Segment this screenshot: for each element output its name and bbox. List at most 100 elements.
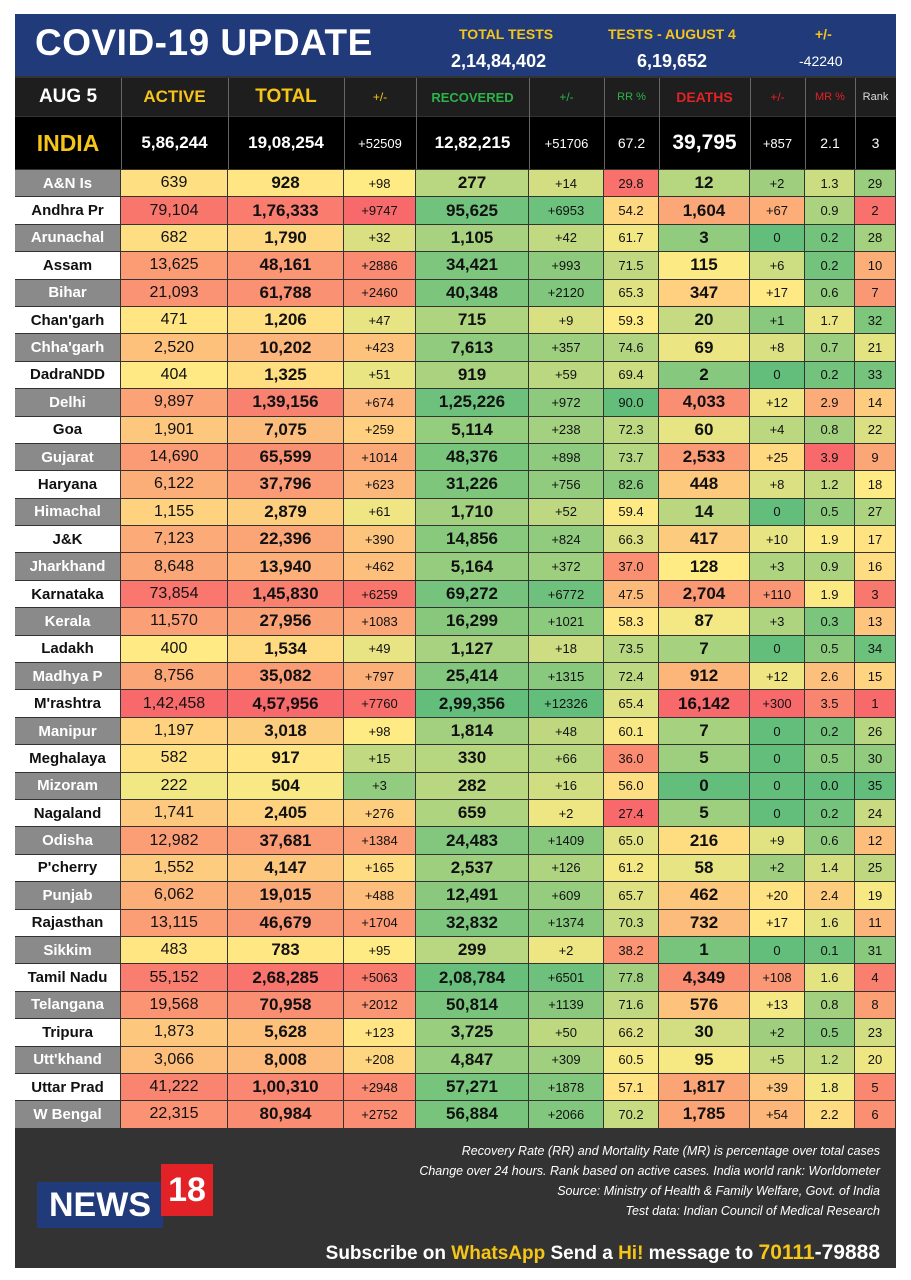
cell-deaths: 69 bbox=[659, 334, 749, 361]
cell-rank: 5 bbox=[855, 1073, 895, 1101]
cell-dc: +8 bbox=[750, 334, 804, 361]
cell-rc: +18 bbox=[529, 635, 603, 663]
cell-active: 6,122 bbox=[121, 471, 227, 498]
india-rank: 3 bbox=[871, 135, 880, 151]
india-deaths: 39,795 bbox=[672, 131, 737, 154]
cell-tc: +797 bbox=[344, 663, 415, 690]
separator bbox=[344, 78, 345, 169]
cell-state: Bihar bbox=[15, 279, 120, 306]
cell-rr: 77.8 bbox=[604, 964, 658, 991]
cell-rr: 60.1 bbox=[604, 717, 658, 745]
cell-rr: 65.4 bbox=[604, 690, 658, 717]
cell-tc: +51 bbox=[344, 361, 415, 389]
cell-deaths: 417 bbox=[659, 526, 749, 553]
cell-rr: 73.7 bbox=[604, 443, 658, 471]
cell-total: 22,396 bbox=[228, 526, 343, 553]
cell-total: 1,76,333 bbox=[228, 197, 343, 224]
header-bar: COVID-19 UPDATE TOTAL TESTS 2,14,84,402 … bbox=[15, 14, 896, 76]
cell-rec: 2,537 bbox=[416, 854, 528, 882]
cell-tc: +2012 bbox=[344, 991, 415, 1019]
col-total: TOTAL bbox=[255, 86, 317, 107]
cell-active: 1,42,458 bbox=[121, 690, 227, 717]
cell-state: Karnataka bbox=[15, 580, 120, 608]
cell-total: 10,202 bbox=[228, 334, 343, 361]
cell-active: 11,570 bbox=[121, 608, 227, 635]
table-row: Rajasthan 13,115 46,679 +1704 32,832 +1374 70.… bbox=[15, 909, 896, 937]
cell-dc: 0 bbox=[750, 745, 804, 772]
tests-day-value: 6,19,652 bbox=[637, 51, 708, 71]
cell-mr: 1.2 bbox=[805, 471, 854, 498]
cell-rec: 299 bbox=[416, 936, 528, 964]
cell-rec: 277 bbox=[416, 170, 528, 197]
cell-active: 19,568 bbox=[121, 991, 227, 1019]
cell-rr: 82.6 bbox=[604, 471, 658, 498]
cell-rr: 61.2 bbox=[604, 854, 658, 882]
cell-rec: 25,414 bbox=[416, 663, 528, 690]
cell-rc: +972 bbox=[529, 389, 603, 416]
cell-total: 19,015 bbox=[228, 882, 343, 909]
cell-rr: 57.1 bbox=[604, 1073, 658, 1101]
cell-mr: 0.5 bbox=[805, 745, 854, 772]
cell-rc: +16 bbox=[529, 772, 603, 799]
table-row: Assam 13,625 48,161 +2886 34,421 +993 71.5 115 +… bbox=[15, 252, 896, 279]
cell-rank: 31 bbox=[855, 936, 895, 964]
cell-total: 8,008 bbox=[228, 1046, 343, 1073]
cell-rec: 50,814 bbox=[416, 991, 528, 1019]
cell-deaths: 3 bbox=[659, 224, 749, 252]
cell-deaths: 5 bbox=[659, 799, 749, 827]
cell-tc: +462 bbox=[344, 553, 415, 580]
cell-rc: +6501 bbox=[529, 964, 603, 991]
cell-dc: +39 bbox=[750, 1073, 804, 1101]
cell-rec: 32,832 bbox=[416, 909, 528, 936]
cell-rank: 34 bbox=[855, 635, 895, 663]
cell-total: 5,628 bbox=[228, 1019, 343, 1046]
cell-active: 1,901 bbox=[121, 416, 227, 443]
footer-note-tests: Test data: Indian Council of Medical Res… bbox=[625, 1204, 880, 1218]
cell-dc: +2 bbox=[750, 170, 804, 197]
cell-total: 4,147 bbox=[228, 854, 343, 882]
cell-rank: 19 bbox=[855, 882, 895, 909]
cell-total: 48,161 bbox=[228, 252, 343, 279]
cell-mr: 0.2 bbox=[805, 717, 854, 745]
footer: Recovery Rate (RR) and Mortality Rate (M… bbox=[15, 1134, 896, 1268]
cell-deaths: 462 bbox=[659, 882, 749, 909]
cell-state: Himachal bbox=[15, 498, 120, 526]
cell-rr: 72.3 bbox=[604, 416, 658, 443]
cell-rank: 35 bbox=[855, 772, 895, 799]
cell-rec: 1,127 bbox=[416, 635, 528, 663]
total-tests-value: 2,14,84,402 bbox=[451, 51, 547, 71]
cell-total: 2,68,285 bbox=[228, 964, 343, 991]
cell-deaths: 912 bbox=[659, 663, 749, 690]
column-header-row: AUG 5 ACTIVE TOTAL +/- RECOVERED +/- RR … bbox=[15, 78, 896, 116]
cell-rc: +609 bbox=[529, 882, 603, 909]
cell-deaths: 7 bbox=[659, 717, 749, 745]
cell-mr: 1.3 bbox=[805, 170, 854, 197]
cell-rank: 25 bbox=[855, 854, 895, 882]
cell-active: 8,648 bbox=[121, 553, 227, 580]
cell-state: Haryana bbox=[15, 471, 120, 498]
cell-deaths: 14 bbox=[659, 498, 749, 526]
cell-tc: +390 bbox=[344, 526, 415, 553]
cell-rec: 4,847 bbox=[416, 1046, 528, 1073]
cell-rc: +238 bbox=[529, 416, 603, 443]
cell-deaths: 2,704 bbox=[659, 580, 749, 608]
cell-rc: +993 bbox=[529, 252, 603, 279]
cell-rc: +126 bbox=[529, 854, 603, 882]
cell-state: Delhi bbox=[15, 389, 120, 416]
tests-day-label: TESTS - AUGUST 4 bbox=[608, 26, 736, 42]
cell-rank: 21 bbox=[855, 334, 895, 361]
cell-rc: +1374 bbox=[529, 909, 603, 936]
cell-rc: +14 bbox=[529, 170, 603, 197]
cell-rank: 14 bbox=[855, 389, 895, 416]
cell-mr: 1.4 bbox=[805, 854, 854, 882]
cell-rr: 60.5 bbox=[604, 1046, 658, 1073]
cell-mr: 0.9 bbox=[805, 553, 854, 580]
cell-rank: 30 bbox=[855, 745, 895, 772]
cell-state: Madhya P bbox=[15, 663, 120, 690]
cell-mr: 2.6 bbox=[805, 663, 854, 690]
cell-deaths: 12 bbox=[659, 170, 749, 197]
india-total: 19,08,254 bbox=[248, 133, 324, 152]
cell-rec: 1,25,226 bbox=[416, 389, 528, 416]
cell-state: Meghalaya bbox=[15, 745, 120, 772]
cell-deaths: 95 bbox=[659, 1046, 749, 1073]
